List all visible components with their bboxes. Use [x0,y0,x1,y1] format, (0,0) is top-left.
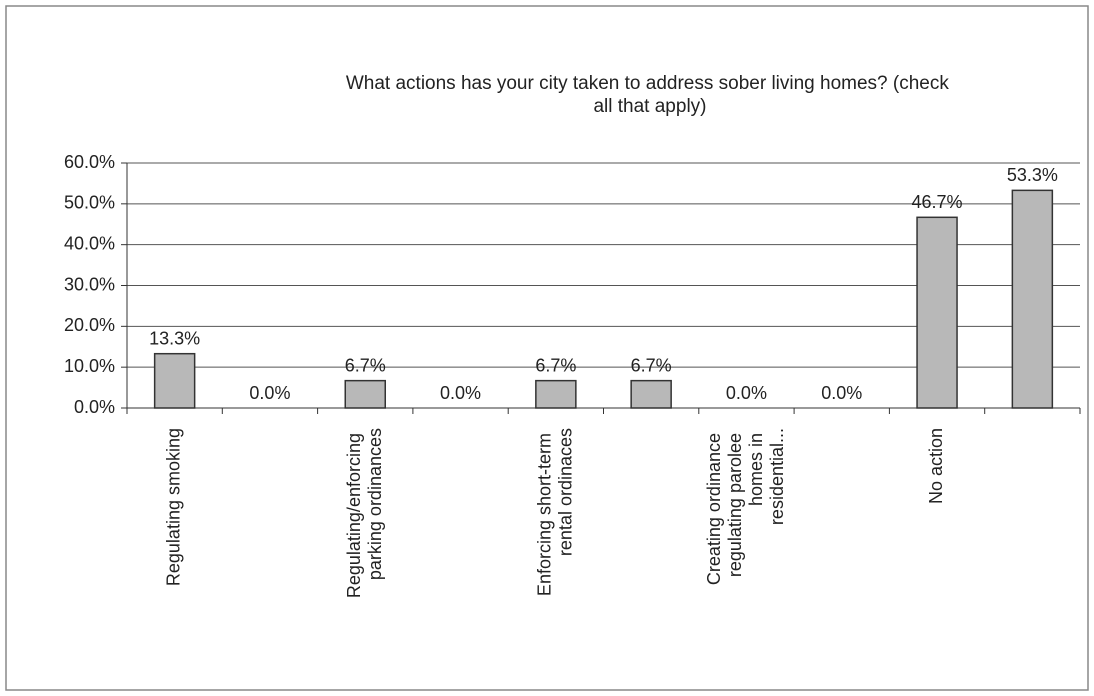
y-tick-label: 0.0% [74,397,115,417]
value-label: 0.0% [440,383,481,403]
x-tick-label: Creating ordinance regulating parolee ho… [704,428,787,585]
value-label: 6.7% [345,355,386,375]
x-tick-label: No action [926,428,946,504]
value-label: 53.3% [1007,165,1058,185]
y-tick-label: 10.0% [64,356,115,376]
value-label: 6.7% [631,355,672,375]
bar [630,379,672,409]
bar [344,379,386,409]
x-tick-label: Enforcing short-term rental ordinaces [534,428,575,596]
y-tick-label: 60.0% [64,152,115,172]
y-tick-label: 30.0% [64,274,115,294]
chart-frame [5,5,1089,691]
y-tick-label: 40.0% [64,233,115,253]
chart-title: What actions has your city taken to addr… [346,73,954,117]
value-label: 0.0% [249,383,290,403]
bar [535,379,577,409]
value-label: 0.0% [821,383,862,403]
bar [153,352,196,409]
bar [1011,189,1054,409]
bar [916,216,958,409]
y-tick-label: 50.0% [64,193,115,213]
value-label: 6.7% [535,355,576,375]
x-tick-label: Regulating smoking [163,428,183,586]
x-tick-label: Regulating/enforcing parking ordinances [344,428,385,598]
value-label: 46.7% [912,192,963,212]
y-tick-label: 20.0% [64,315,115,335]
value-label: 0.0% [726,383,767,403]
value-label: 13.3% [149,328,200,348]
